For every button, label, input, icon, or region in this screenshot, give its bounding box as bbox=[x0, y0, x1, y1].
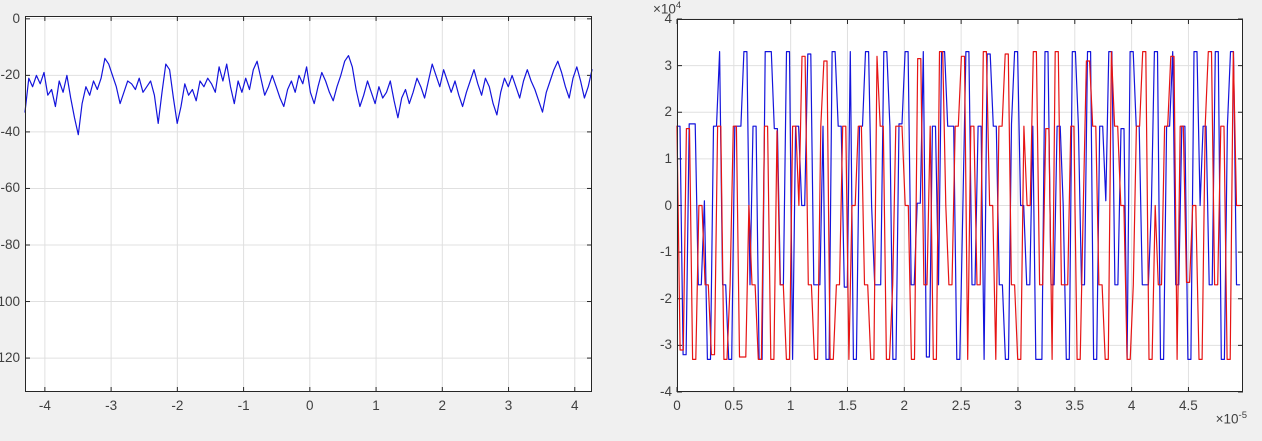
y-tick-label: -40 bbox=[0, 123, 20, 139]
x-tick-label: 4.5 bbox=[1179, 398, 1198, 413]
blue-signal-line bbox=[24, 54, 593, 136]
left-plot: -4 -3 -2 -1 0 1 2 3 4 0 -20 -40 -60 -80 -100 -120 bbox=[0, 11, 593, 413]
x-tick-label: 0 bbox=[306, 398, 314, 413]
y-tick-label: -100 bbox=[0, 293, 20, 309]
y-tick-label: -60 bbox=[0, 180, 20, 196]
x-tick-label: 1.5 bbox=[838, 398, 857, 413]
y-tick-label: 1 bbox=[664, 150, 672, 166]
left-plot-canvas bbox=[24, 16, 593, 392]
x-axis-multiplier: ×10-5 bbox=[1216, 410, 1247, 427]
y-multiplier-exponent: 4 bbox=[675, 0, 682, 11]
y-tick-label: -1 bbox=[659, 244, 672, 260]
y-tick-label: -2 bbox=[659, 290, 672, 306]
x-tick-label: 2 bbox=[900, 398, 909, 413]
x-tick-label: 2 bbox=[438, 398, 447, 413]
x-tick-label: -2 bbox=[171, 398, 184, 413]
y-tick-label: -120 bbox=[0, 350, 20, 366]
x-tick-label: 2.5 bbox=[951, 398, 971, 413]
y-tick-label: -20 bbox=[0, 67, 20, 83]
right-plot-canvas bbox=[676, 18, 1243, 393]
red-signal-line bbox=[676, 50, 1241, 360]
y-multiplier-base: ×10 bbox=[653, 1, 676, 17]
x-tick-label: 3 bbox=[1014, 398, 1022, 413]
y-tick-label: -4 bbox=[659, 384, 672, 399]
x-tick-label: 4 bbox=[1127, 398, 1136, 413]
y-tick-label: 3 bbox=[664, 57, 672, 73]
y-tick-label: -80 bbox=[0, 236, 20, 252]
x-tick-label: 0 bbox=[673, 398, 681, 413]
y-tick-label: 2 bbox=[664, 104, 672, 120]
y-tick-label: 0 bbox=[664, 197, 672, 213]
x-multiplier-base: ×10 bbox=[1215, 411, 1239, 427]
x-multiplier-exponent: -5 bbox=[1238, 410, 1247, 421]
x-tick-label: 1 bbox=[786, 398, 795, 413]
x-tick-label: 3.5 bbox=[1065, 398, 1085, 413]
y-tick-label: 0 bbox=[12, 10, 20, 26]
x-tick-label: -1 bbox=[237, 398, 250, 413]
y-tick-label: 4 bbox=[664, 11, 672, 26]
x-tick-label: 1 bbox=[372, 398, 380, 413]
x-tick-label: -4 bbox=[38, 398, 51, 413]
x-tick-label: -3 bbox=[105, 398, 118, 413]
x-tick-label: 3 bbox=[504, 398, 513, 413]
x-tick-label: 4 bbox=[571, 398, 579, 413]
x-tick-label: 0.5 bbox=[724, 398, 744, 413]
blue-signal-line bbox=[676, 50, 1241, 360]
right-plot: ×104 ×10-5 0 0.5 1 1.5 2 2.5 3 3.5 4 4.5 4 3 2 1 0 -1 -2… bbox=[653, 0, 1247, 427]
y-tick-label: -3 bbox=[659, 337, 672, 353]
y-axis-multiplier: ×104 bbox=[653, 0, 681, 17]
